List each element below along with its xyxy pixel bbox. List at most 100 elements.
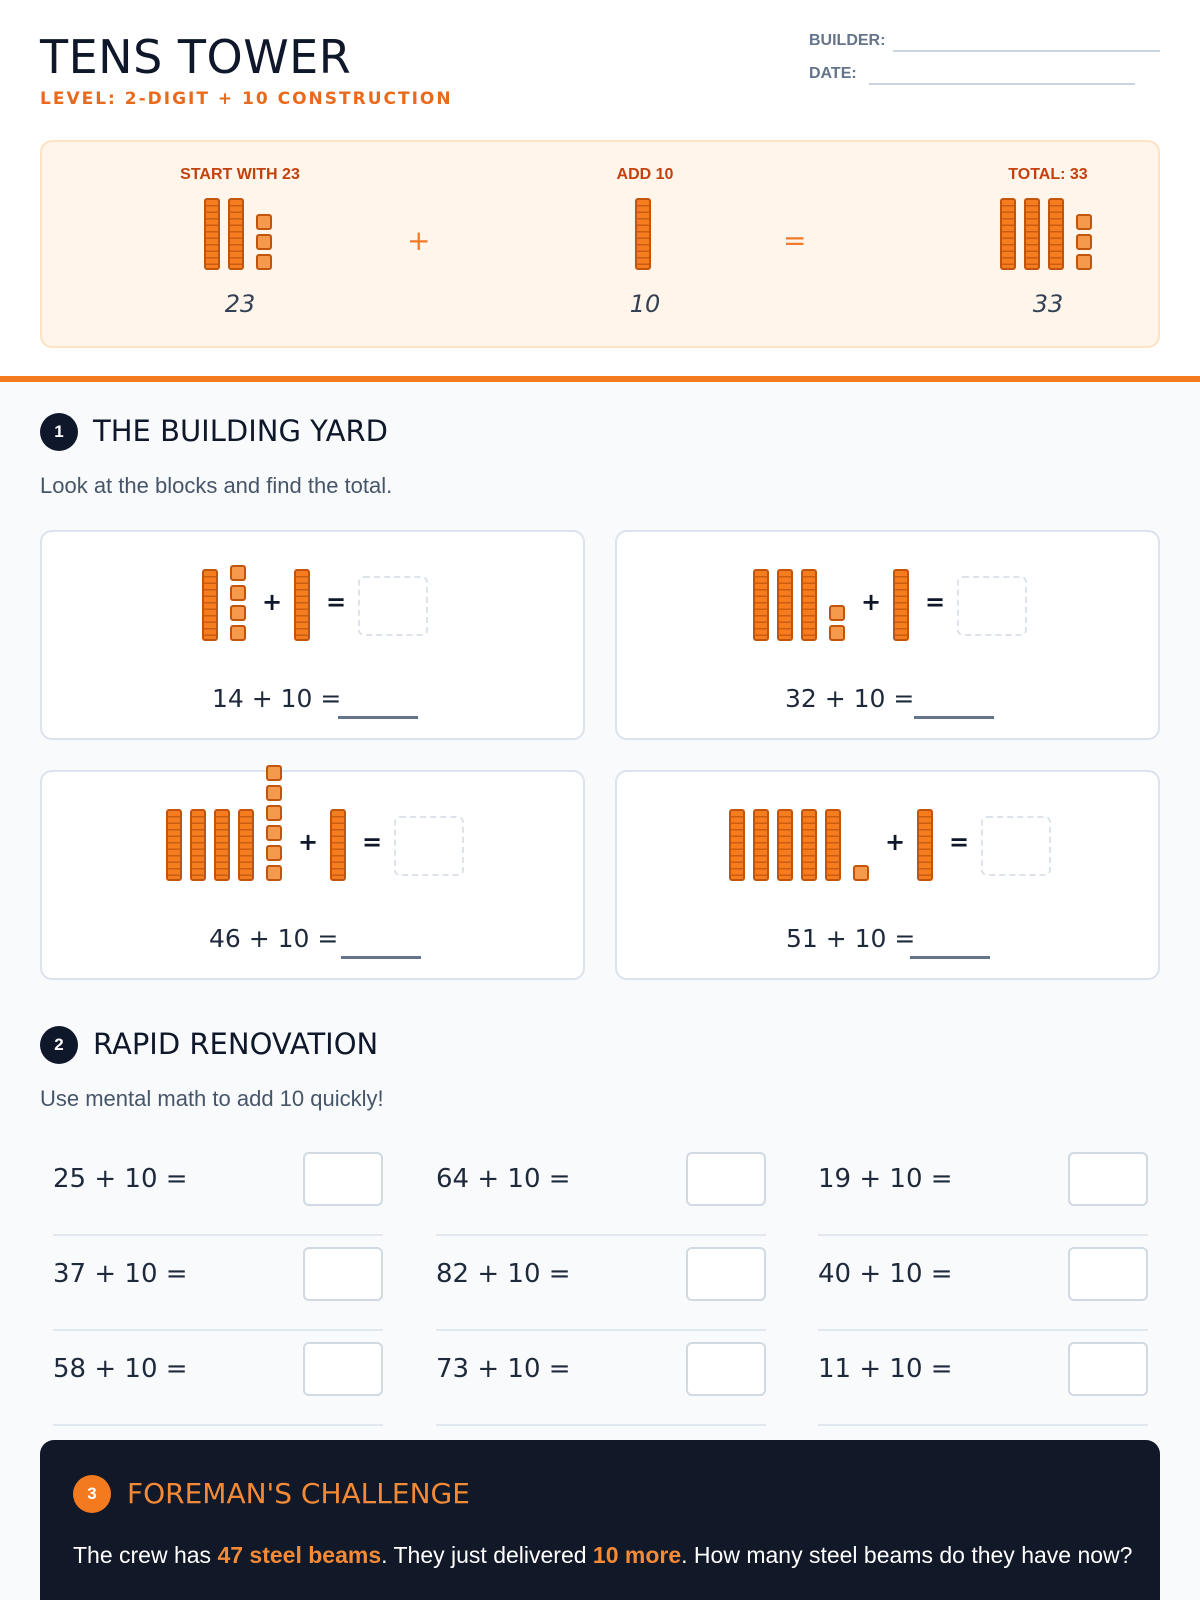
answer-line[interactable]	[338, 716, 418, 719]
answer-box[interactable]	[957, 576, 1027, 636]
challenge-text-part: . How many steel beams do they have now?	[681, 1542, 1133, 1568]
ten-rod	[1048, 198, 1064, 270]
rapid-problem-text: 82 + 10 =	[436, 1259, 571, 1289]
rapid-problem-text: 11 + 10 =	[818, 1354, 953, 1384]
one-unit	[266, 825, 282, 841]
rapid-problem: 40 + 10 =	[818, 1235, 1148, 1331]
ten-rod	[202, 569, 218, 641]
challenge-highlight-beams: 47 steel beams	[217, 1542, 382, 1568]
ten-rod	[214, 809, 230, 881]
rapid-problem-text: 64 + 10 =	[436, 1164, 571, 1194]
answer-box[interactable]	[358, 576, 428, 636]
worksheet-header: TENS TOWER LEVEL: 2-DIGIT + 10 CONSTRUCT…	[0, 0, 1200, 378]
answer-line[interactable]	[341, 956, 421, 959]
rapid-problem-text: 40 + 10 =	[818, 1259, 953, 1289]
ten-rod	[753, 569, 769, 641]
ten-rod	[777, 809, 793, 881]
rapid-answer-box[interactable]	[303, 1152, 383, 1206]
example-plus: +	[407, 224, 431, 257]
ten-rod	[238, 809, 254, 881]
rapid-problem: 64 + 10 =	[436, 1140, 766, 1236]
rapid-answer-box[interactable]	[1068, 1247, 1148, 1301]
problem-equation: 46 + 10 =	[209, 924, 339, 953]
ten-rod	[190, 809, 206, 881]
answer-line[interactable]	[914, 716, 994, 719]
block-problem-card: + = 14 + 10 =	[40, 530, 585, 740]
one-unit	[266, 805, 282, 821]
section-1-description: Look at the blocks and find the total.	[40, 473, 393, 498]
example-add: ADD 10 10	[505, 142, 785, 350]
one-unit	[256, 234, 272, 250]
equals-sign: =	[362, 828, 383, 856]
equals-sign: =	[949, 828, 970, 856]
ten-rod	[294, 569, 310, 641]
one-unit	[266, 865, 282, 881]
ten-rod	[753, 809, 769, 881]
section-2-badge: 2	[40, 1026, 78, 1064]
section-1-badge: 1	[40, 413, 78, 451]
rapid-problem: 82 + 10 =	[436, 1235, 766, 1331]
challenge-text: The crew has 47 steel beams. They just d…	[73, 1536, 1133, 1574]
ten-rod	[635, 198, 651, 270]
answer-box[interactable]	[981, 816, 1051, 876]
section-3-title: FOREMAN'S CHALLENGE	[127, 1477, 470, 1510]
rapid-answer-box[interactable]	[1068, 1342, 1148, 1396]
block-problem-card: + = 46 + 10 =	[40, 765, 585, 980]
rapid-problem: 25 + 10 =	[53, 1140, 383, 1236]
ten-rod	[166, 809, 182, 881]
example-total: TOTAL: 33 33	[908, 142, 1188, 350]
rapid-answer-box[interactable]	[303, 1247, 383, 1301]
rapid-answer-box[interactable]	[303, 1342, 383, 1396]
ten-rod	[204, 198, 220, 270]
one-unit	[256, 254, 272, 270]
answer-line[interactable]	[910, 956, 990, 959]
one-unit	[266, 785, 282, 801]
example-equals: =	[783, 224, 807, 257]
one-unit	[829, 625, 845, 641]
rapid-problem-text: 73 + 10 =	[436, 1354, 571, 1384]
ten-rod	[917, 809, 933, 881]
challenge-highlight-more: 10 more	[592, 1542, 682, 1568]
challenge-text-part: . They just delivered	[381, 1542, 593, 1568]
problem-equation: 32 + 10 =	[785, 684, 915, 713]
rapid-answer-box[interactable]	[1068, 1152, 1148, 1206]
builder-name-line[interactable]	[893, 50, 1160, 52]
one-unit	[853, 865, 869, 881]
one-unit	[230, 565, 246, 581]
block-problem-card: + = 32 + 10 =	[615, 530, 1160, 740]
date-line[interactable]	[869, 83, 1135, 85]
level-subtitle: LEVEL: 2-DIGIT + 10 CONSTRUCTION	[40, 89, 453, 109]
ten-rod	[228, 198, 244, 270]
rapid-answer-box[interactable]	[686, 1342, 766, 1396]
rapid-problem: 58 + 10 =	[53, 1330, 383, 1426]
plus-sign: +	[861, 588, 882, 616]
rapid-problem: 11 + 10 =	[818, 1330, 1148, 1426]
ten-rod	[777, 569, 793, 641]
rapid-problem: 19 + 10 =	[818, 1140, 1148, 1236]
section-1-title: THE BUILDING YARD	[93, 414, 388, 448]
example-add-number: 10	[629, 290, 661, 318]
ten-rod	[801, 809, 817, 881]
one-unit	[829, 605, 845, 621]
ten-rod	[1024, 198, 1040, 270]
rapid-problem-text: 19 + 10 =	[818, 1164, 953, 1194]
plus-sign: +	[298, 828, 319, 856]
ten-rod	[330, 809, 346, 881]
plus-sign: +	[262, 588, 283, 616]
example-total-label: TOTAL: 33	[1008, 166, 1088, 183]
ten-rod	[825, 809, 841, 881]
rapid-problem-text: 58 + 10 =	[53, 1354, 188, 1384]
ten-rod	[893, 569, 909, 641]
equals-sign: =	[326, 588, 347, 616]
answer-box[interactable]	[394, 816, 464, 876]
example-panel: START WITH 23 23 + ADD 10 10 = TOTAL: 33…	[40, 140, 1160, 348]
one-unit	[1076, 234, 1092, 250]
one-unit	[266, 845, 282, 861]
one-unit	[230, 625, 246, 641]
rapid-answer-box[interactable]	[686, 1152, 766, 1206]
block-problem-card: + = 51 + 10 =	[615, 770, 1160, 980]
rapid-answer-box[interactable]	[686, 1247, 766, 1301]
ten-rod	[1000, 198, 1016, 270]
example-start: START WITH 23 23	[100, 142, 380, 350]
one-unit	[256, 214, 272, 230]
